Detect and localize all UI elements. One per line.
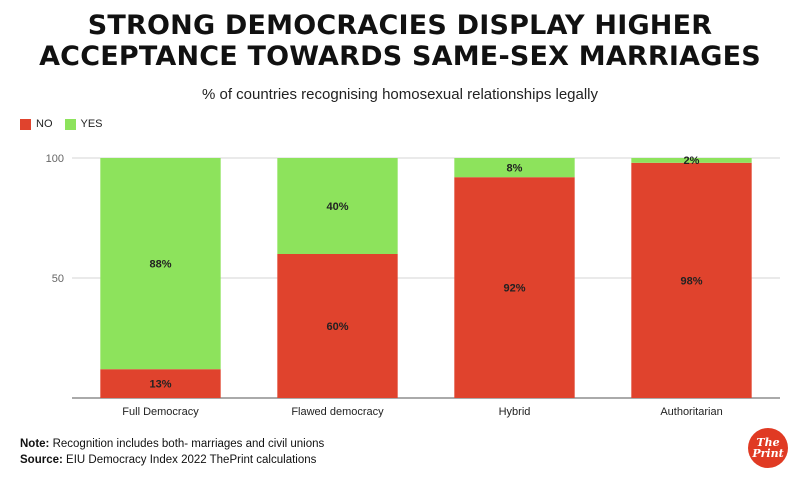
x-tick-label-0: Full Democracy <box>122 406 199 418</box>
bar-yes-1 <box>277 158 398 254</box>
legend-swatch-no <box>20 118 31 130</box>
legend-swatch-yes <box>64 118 76 130</box>
x-tick-label-2: Hybrid <box>499 406 531 418</box>
footnote: Note: Recognition includes both- marriag… <box>20 436 324 468</box>
legend-item-no: NO <box>20 118 53 130</box>
legend-label-no: NO <box>36 118 53 130</box>
logo-line-1: The <box>756 436 780 449</box>
source-text: EIU Democracy Index 2022 ThePrint calcul… <box>62 454 317 466</box>
x-tick-label-1: Flawed democracy <box>291 406 384 418</box>
title-line-2: ACCEPTANCE TOWARDS SAME-SEX MARRIAGES <box>39 41 761 72</box>
note-prefix: Note: <box>20 438 50 450</box>
bar-yes-0 <box>100 158 221 370</box>
data-label-yes-0: 88% <box>149 259 171 271</box>
legend-item-yes: YES <box>64 118 103 130</box>
bar-no-3 <box>631 162 752 398</box>
title-line-1: STRONG DEMOCRACIES DISPLAY HIGHER <box>87 10 713 41</box>
y-tick-label-100: 100 <box>46 153 64 165</box>
bar-no-2 <box>454 177 575 398</box>
data-label-yes-3: 2% <box>684 155 700 167</box>
bar-no-0 <box>100 369 221 398</box>
data-label-no-1: 60% <box>326 321 348 333</box>
x-tick-label-3: Authoritarian <box>660 406 722 418</box>
bar-no-1 <box>277 254 398 398</box>
source-prefix: Source: <box>20 454 63 466</box>
bar-yes-3 <box>631 158 752 163</box>
bar-yes-2 <box>454 158 575 178</box>
data-label-no-3: 98% <box>680 275 702 287</box>
source-line: Source: EIU Democracy Index 2022 ThePrin… <box>20 452 324 468</box>
y-tick-label-50: 50 <box>52 273 64 285</box>
legend: NO YES <box>20 118 115 130</box>
chart-title: STRONG DEMOCRACIES DISPLAY HIGHER ACCEPT… <box>0 10 800 72</box>
data-label-no-2: 92% <box>503 283 525 295</box>
note-line: Note: Recognition includes both- marriag… <box>20 436 324 452</box>
chart-subtitle: % of countries recognising homosexual re… <box>201 86 599 103</box>
logo-line-2: Print <box>752 447 784 460</box>
theprint-logo: The Print <box>748 428 788 468</box>
data-label-no-0: 13% <box>149 379 171 391</box>
data-label-yes-1: 40% <box>326 201 348 213</box>
legend-label-yes: YES <box>80 118 103 130</box>
data-label-yes-2: 8% <box>507 163 523 175</box>
note-text: Recognition includes both- marriages and… <box>49 438 325 450</box>
